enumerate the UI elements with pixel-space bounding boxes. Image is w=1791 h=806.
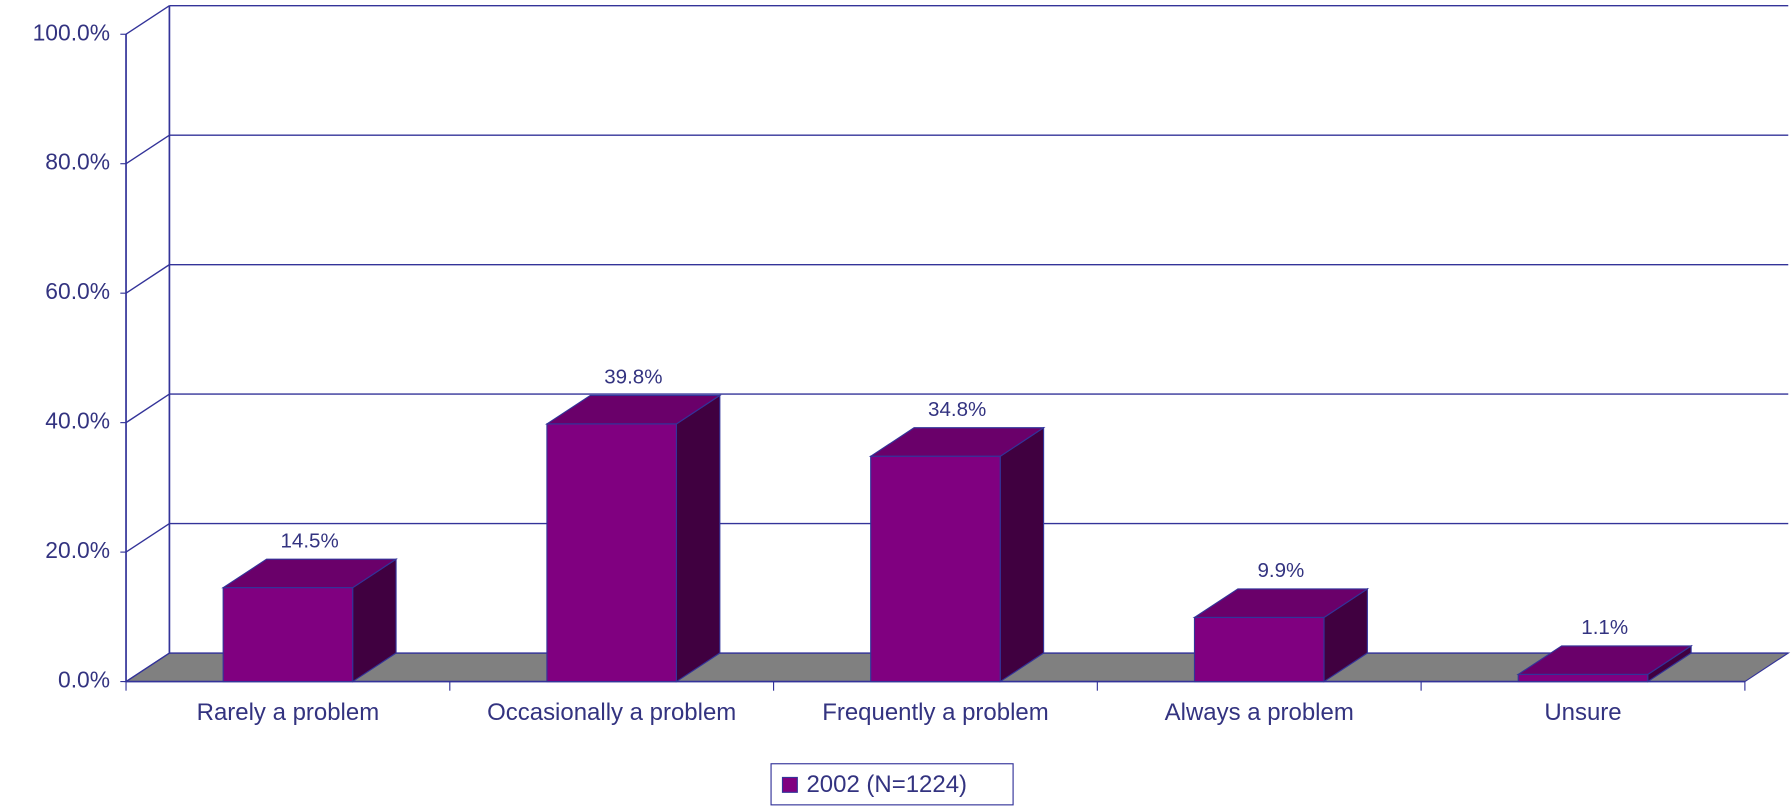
legend-swatch bbox=[781, 776, 798, 793]
y-tick-label: 0.0% bbox=[58, 667, 110, 693]
bar bbox=[222, 587, 354, 683]
y-tick-label: 20.0% bbox=[45, 537, 110, 563]
legend-label: 2002 (N=1224) bbox=[806, 771, 967, 798]
grid-line-side bbox=[125, 393, 170, 424]
x-tick-label: Rarely a problem bbox=[197, 699, 380, 726]
bar bbox=[870, 455, 1001, 683]
grid-line-side bbox=[125, 652, 170, 683]
bar-side bbox=[675, 394, 721, 683]
data-label: 9.9% bbox=[1258, 559, 1305, 582]
x-tick-label: Unsure bbox=[1544, 699, 1621, 726]
data-label: 14.5% bbox=[280, 529, 338, 552]
y-tick-label: 100.0% bbox=[33, 19, 110, 45]
grid-line-side bbox=[125, 522, 170, 553]
legend-box bbox=[770, 763, 1014, 806]
grid-line-side bbox=[125, 264, 170, 294]
y-tick-label: 60.0% bbox=[45, 278, 110, 304]
bar bbox=[546, 423, 678, 683]
x-tick-label: Always a problem bbox=[1165, 699, 1354, 726]
x-tick-label: Frequently a problem bbox=[822, 699, 1049, 726]
bar bbox=[1517, 673, 1649, 683]
x-tick-label: Occasionally a problem bbox=[487, 699, 736, 726]
grid-line-side bbox=[125, 5, 170, 35]
data-label: 1.1% bbox=[1581, 616, 1628, 639]
grid-line-side bbox=[125, 134, 170, 165]
y-tick-label: 80.0% bbox=[45, 149, 110, 175]
data-label: 39.8% bbox=[604, 366, 662, 389]
y-tick-label: 40.0% bbox=[45, 408, 110, 434]
bar bbox=[1193, 616, 1325, 683]
data-label: 34.8% bbox=[928, 398, 986, 421]
bar-side bbox=[999, 426, 1045, 683]
